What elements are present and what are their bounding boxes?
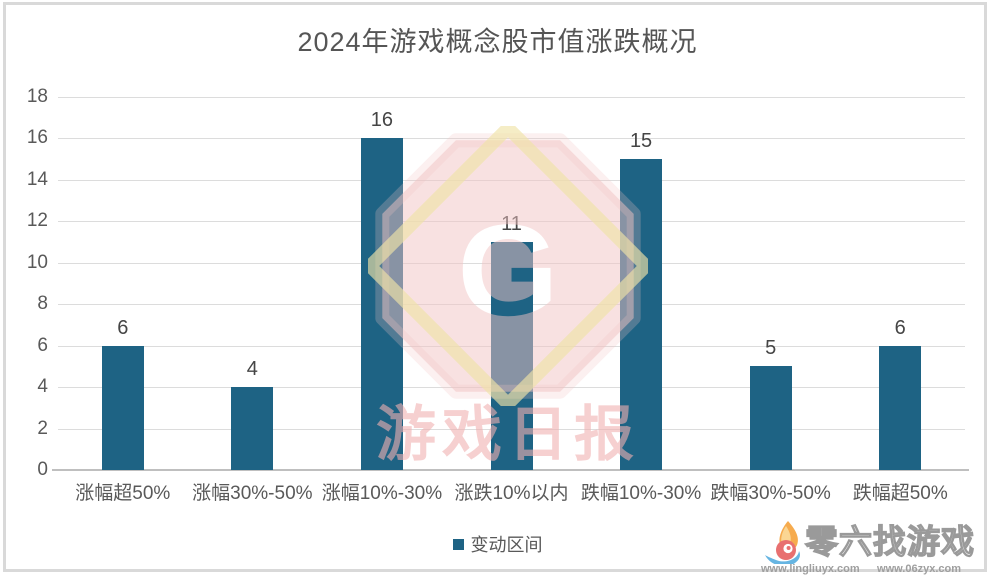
y-axis-tick-label: 12: [26, 210, 48, 232]
x-axis-category-label: 涨幅超50%: [75, 483, 171, 504]
bar-涨幅10%-30%: [360, 138, 403, 470]
chart-title: 2024年游戏概念股市值涨跌概况: [297, 27, 698, 57]
bar-涨幅30%-50%: [231, 387, 274, 470]
y-axis-tick-label: 4: [37, 376, 48, 398]
x-axis-category-label: 涨幅30%-50%: [192, 483, 313, 504]
bar-跌幅30%-50%: [749, 366, 792, 470]
bar-value-label: 16: [370, 109, 394, 132]
y-axis-tick-label: 8: [37, 293, 48, 315]
y-axis-tick-label: 2: [37, 417, 48, 439]
x-axis-category-label: 跌幅10%-30%: [580, 483, 702, 504]
y-axis-tick-label: 0: [37, 459, 48, 480]
bar-value-label: 5: [765, 337, 777, 360]
legend-swatch-icon: [452, 538, 464, 550]
legend-label: 变动区间: [470, 535, 543, 555]
bar-value-label: 4: [246, 358, 258, 381]
y-axis-tick-label: 14: [26, 168, 48, 190]
bar-value-label: 6: [117, 316, 129, 339]
y-axis-tick-label: 16: [26, 127, 48, 149]
gridline: [58, 97, 965, 98]
bar-涨跌10%以内: [490, 242, 533, 470]
chart-legend: 变动区间: [0, 531, 995, 557]
y-axis-tick-label: 18: [26, 86, 48, 107]
x-axis-category-label: 跌幅30%-50%: [710, 483, 831, 504]
x-axis-category-label: 跌幅超50%: [852, 483, 948, 504]
chart-frame: [3, 2, 987, 572]
bar-涨幅超50%: [101, 345, 144, 470]
bar-value-label: 6: [894, 316, 906, 339]
bar-value-label: 15: [629, 130, 653, 153]
plot-area: 0 2 4 6 8 10 12 14 16 18 6 涨幅超50% 4 涨幅30%-50% 16 涨幅10%-…: [27, 86, 969, 504]
gridline: [58, 179, 965, 181]
bar-跌幅超50%: [879, 345, 922, 470]
x-axis-line: [52, 469, 969, 471]
x-axis-category-label: 涨跌10%以内: [454, 483, 569, 504]
gridline: [58, 138, 965, 140]
bar-value-label: 11: [501, 213, 522, 236]
y-axis-tick-label: 6: [37, 334, 48, 356]
x-axis-category-label: 涨幅10%-30%: [321, 483, 443, 504]
y-axis-tick-label: 10: [26, 251, 48, 273]
bar-跌幅10%-30%: [620, 159, 663, 470]
